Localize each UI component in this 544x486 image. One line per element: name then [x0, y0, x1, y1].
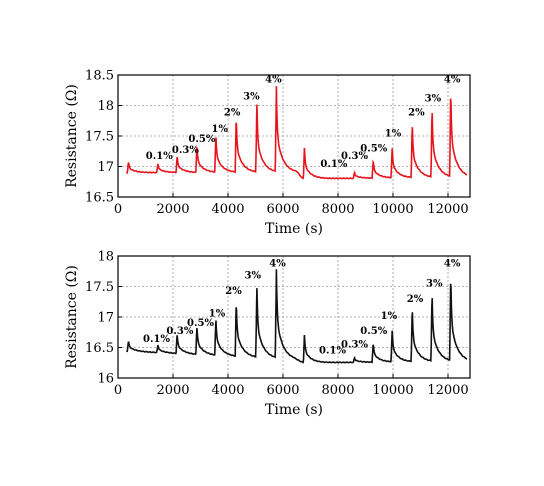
concentration-label: 0.5%	[187, 318, 214, 329]
y-axis-title: Resistance (Ω)	[64, 84, 80, 188]
x-tick-label: 6000	[266, 383, 299, 398]
concentration-label: 1%	[209, 308, 226, 319]
x-tick-label: 4000	[211, 383, 244, 398]
x-tick-label: 0	[114, 202, 122, 217]
x-tick-label: 12000	[427, 383, 468, 398]
concentration-label: 1%	[212, 124, 229, 135]
x-tick-label: 2000	[156, 383, 189, 398]
concentration-label: 0.5%	[360, 326, 387, 337]
concentration-label: 4%	[444, 258, 461, 269]
x-tick-label: 0	[114, 383, 122, 398]
panel-top: 0 2000 4000 6000 8000 10000 12000 16.5 17 17.5 18 1…	[64, 69, 471, 237]
concentration-label: 0.5%	[360, 143, 387, 154]
x-tick-label: 2000	[156, 202, 189, 217]
x-axis-title: Time (s)	[265, 221, 323, 237]
concentration-label: 0.1%	[319, 346, 346, 357]
concentration-label: 3%	[426, 279, 443, 290]
concentration-label: 0.3%	[341, 151, 368, 162]
concentration-label: 4%	[269, 258, 286, 269]
concentration-label: 0.1%	[320, 159, 347, 170]
concentration-label: 4%	[444, 74, 461, 85]
y-tick-label: 18	[97, 99, 114, 114]
concentration-label: 1%	[385, 129, 402, 140]
y-tick-label: 17.5	[85, 130, 114, 145]
concentration-label: 1%	[381, 311, 398, 322]
concentration-label: 0.3%	[341, 340, 368, 351]
y-tick-label: 16	[97, 372, 114, 387]
x-tick-label: 8000	[321, 202, 354, 217]
concentration-label: 0.1%	[143, 334, 170, 345]
y-tick-label: 17.5	[85, 280, 114, 295]
concentration-label: 2%	[407, 294, 424, 305]
x-tick-label: 10000	[372, 202, 413, 217]
concentration-label: 0.1%	[146, 151, 173, 162]
series-line	[125, 86, 468, 180]
concentration-label: 4%	[265, 74, 282, 85]
concentration-label: 2%	[224, 107, 241, 118]
y-tick-label: 17	[97, 311, 114, 326]
concentration-label: 0.5%	[188, 134, 215, 145]
panel-bottom: 0 2000 4000 6000 8000 10000 12000 16 16.5 17 17.5 1…	[64, 250, 471, 418]
x-tick-label: 4000	[211, 202, 244, 217]
series-line	[125, 269, 468, 364]
y-tick-label: 16.5	[85, 191, 114, 206]
y-tick-label: 16.5	[85, 341, 114, 356]
concentration-label: 3%	[245, 271, 262, 282]
concentration-label: 2%	[225, 286, 242, 297]
x-axis-title: Time (s)	[265, 402, 323, 418]
concentration-label: 0.3%	[172, 145, 199, 156]
x-tick-label: 8000	[321, 383, 354, 398]
x-tick-label: 6000	[266, 202, 299, 217]
concentration-label: 2%	[408, 107, 425, 118]
y-axis-title: Resistance (Ω)	[64, 265, 80, 369]
concentration-label: 3%	[243, 91, 260, 102]
x-tick-label: 12000	[427, 202, 468, 217]
x-tick-label: 10000	[372, 383, 413, 398]
concentration-label: 0.3%	[166, 326, 193, 337]
concentration-label: 3%	[425, 93, 442, 104]
y-tick-label: 18.5	[85, 69, 114, 84]
y-tick-label: 18	[97, 250, 114, 265]
y-tick-label: 17	[97, 160, 114, 175]
